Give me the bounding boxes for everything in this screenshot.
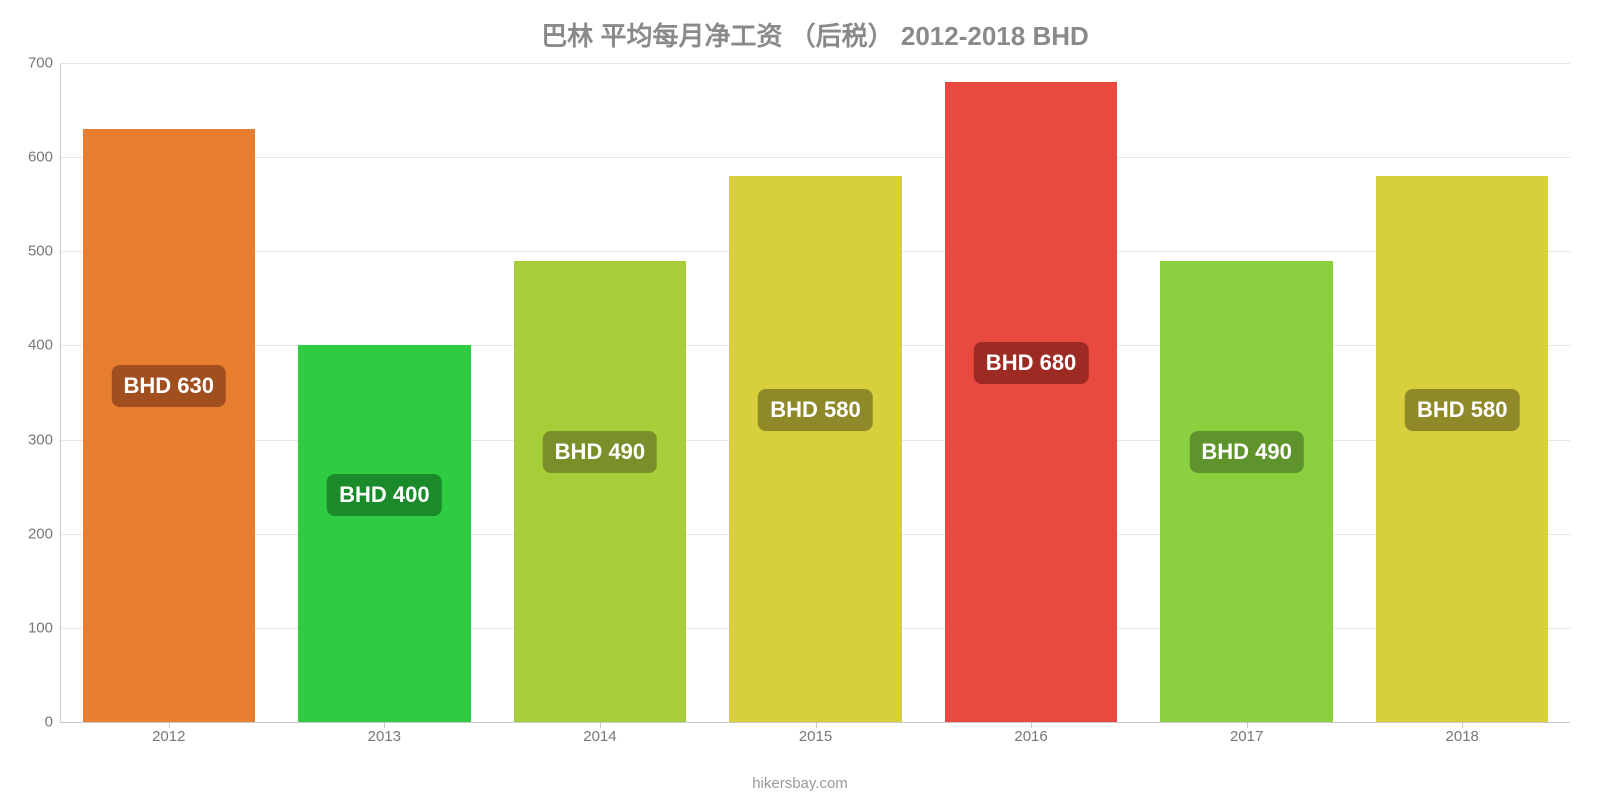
y-tick-label: 200 xyxy=(11,525,53,542)
bar-value-label: BHD 680 xyxy=(974,342,1088,384)
y-tick-label: 0 xyxy=(11,714,53,731)
bar: BHD 680 xyxy=(945,82,1117,722)
x-tick-label: 2015 xyxy=(799,728,832,745)
y-gridline xyxy=(61,157,1570,158)
plot-area: 2012201320142015201620172018 01002003004… xyxy=(60,63,1570,723)
y-tick-label: 400 xyxy=(11,337,53,354)
bar-value-label: BHD 580 xyxy=(758,389,872,431)
bar: BHD 630 xyxy=(83,129,255,722)
y-tick-label: 600 xyxy=(11,149,53,166)
y-gridline xyxy=(61,63,1570,64)
bar-value-label: BHD 580 xyxy=(1405,389,1519,431)
y-tick-label: 100 xyxy=(11,619,53,636)
bar-value-label: BHD 490 xyxy=(1189,431,1303,473)
credit-text: hikersbay.com xyxy=(0,775,1600,792)
bar: BHD 490 xyxy=(514,261,686,722)
y-tick-label: 700 xyxy=(11,55,53,72)
x-tick-label: 2014 xyxy=(583,728,616,745)
bar: BHD 580 xyxy=(1376,176,1548,722)
chart-container: 巴林 平均每月净工资 （后税） 2012-2018 BHD 2012201320… xyxy=(0,0,1600,800)
y-tick-label: 300 xyxy=(11,431,53,448)
x-axis: 2012 2013 2014 2015 2016 2017 2018 xyxy=(61,722,1570,752)
x-tick-label: 2016 xyxy=(1014,728,1047,745)
bar: BHD 400 xyxy=(298,345,470,722)
bar-value-label: BHD 630 xyxy=(112,365,226,407)
bar-value-label: BHD 490 xyxy=(543,431,657,473)
x-tick-label: 2018 xyxy=(1446,728,1479,745)
bar: BHD 580 xyxy=(729,176,901,722)
bar-value-label: BHD 400 xyxy=(327,474,441,516)
x-tick-label: 2013 xyxy=(368,728,401,745)
x-tick-label: 2012 xyxy=(152,728,185,745)
chart-title: 巴林 平均每月净工资 （后税） 2012-2018 BHD xyxy=(60,16,1570,53)
x-tick-label: 2017 xyxy=(1230,728,1263,745)
y-tick-label: 500 xyxy=(11,243,53,260)
bar: BHD 490 xyxy=(1160,261,1332,722)
